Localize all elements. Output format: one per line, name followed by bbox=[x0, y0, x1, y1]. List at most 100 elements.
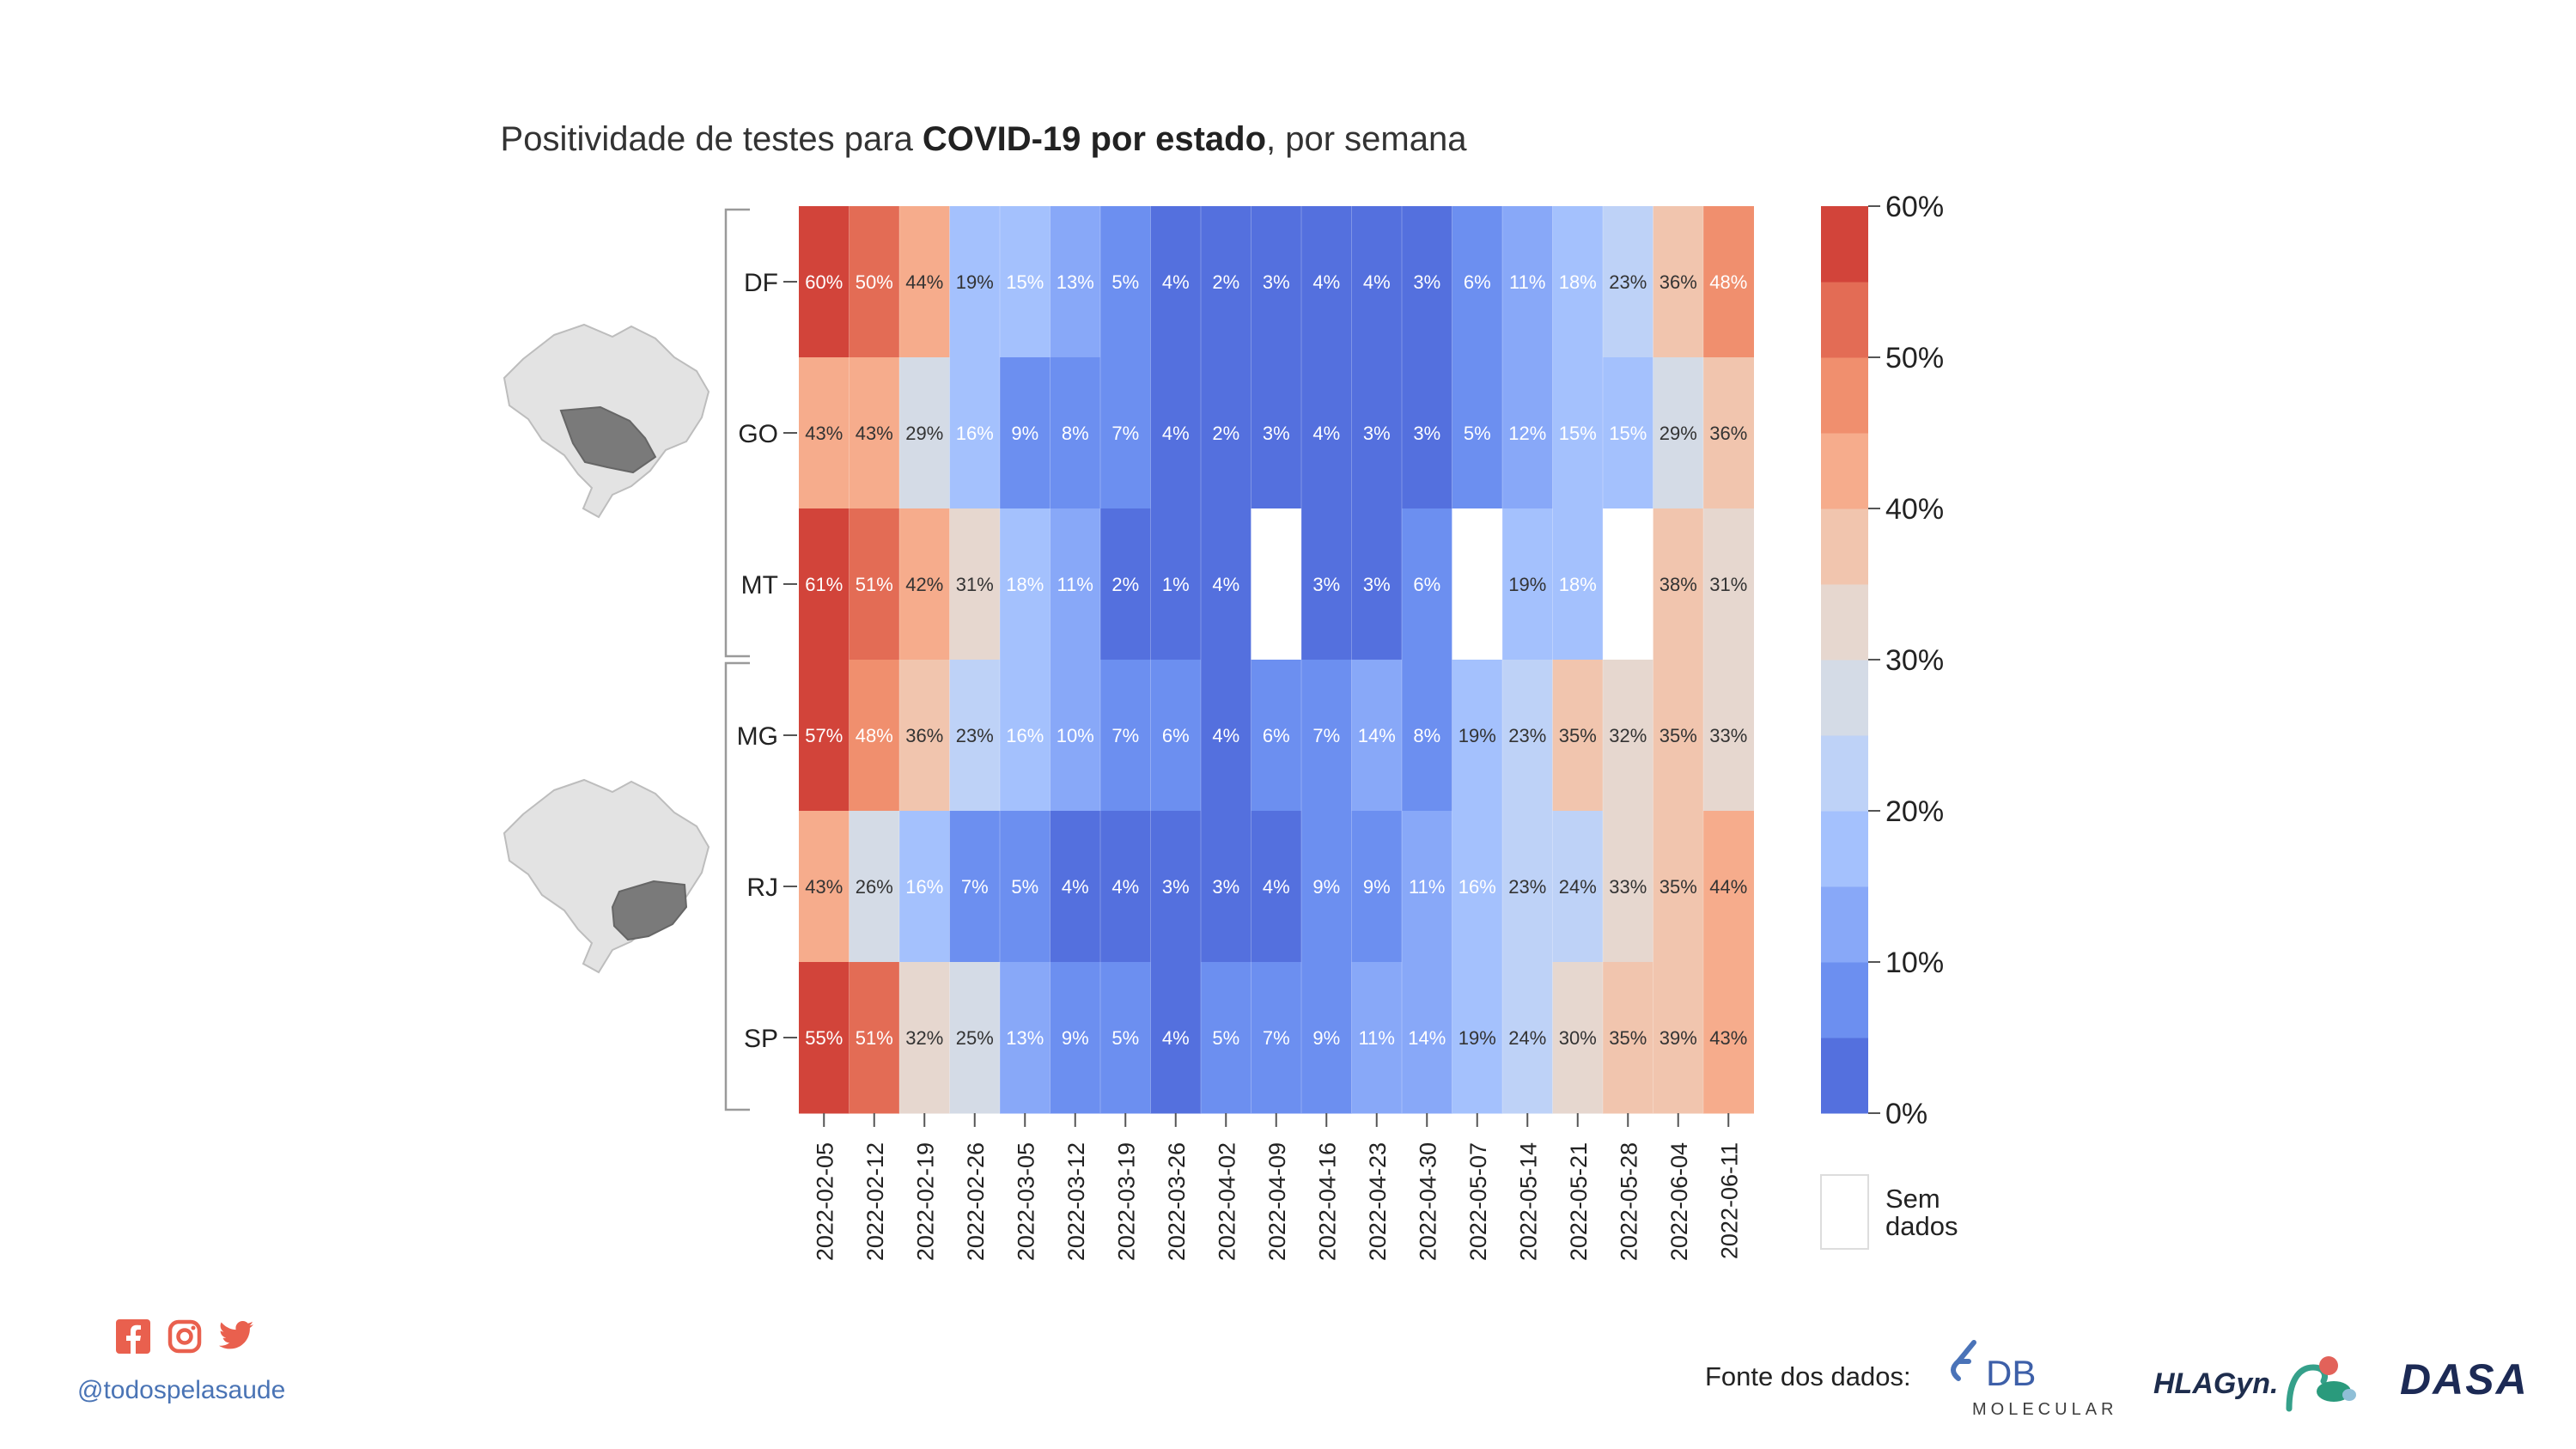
cell-label: 60% bbox=[805, 271, 843, 293]
heatmap-cell bbox=[849, 508, 900, 661]
cell-label: 23% bbox=[956, 725, 994, 746]
colorbar-segment bbox=[1821, 357, 1868, 434]
heatmap-cell bbox=[799, 206, 850, 358]
molecular-logo-text: MOLECULAR bbox=[1972, 1400, 2117, 1419]
heatmap-cell bbox=[799, 357, 850, 509]
x-tick-label: 2022-06-04 bbox=[1666, 1142, 1692, 1261]
cell-label: 15% bbox=[1559, 423, 1597, 444]
cell-label: 31% bbox=[1709, 574, 1747, 595]
cell-label: 29% bbox=[1659, 423, 1697, 444]
heatmap-cell bbox=[1502, 962, 1553, 1114]
heatmap-cell bbox=[1050, 962, 1101, 1114]
heatmap-cell bbox=[1351, 660, 1403, 812]
x-tick-label: 2022-03-26 bbox=[1164, 1142, 1190, 1261]
hlagyn-logo: HLAGyn. bbox=[2153, 1356, 2356, 1412]
heatmap-cell bbox=[1402, 811, 1452, 963]
heatmap-cell bbox=[849, 660, 900, 812]
cell-label: 11% bbox=[1057, 574, 1093, 595]
colorbar-segment bbox=[1821, 660, 1868, 736]
cell-label: 8% bbox=[1413, 725, 1440, 746]
heatmap-cell bbox=[1653, 811, 1704, 963]
colorbar-tick-label: 10% bbox=[1885, 947, 1944, 979]
cell-label: 36% bbox=[1709, 423, 1747, 444]
cell-label: 6% bbox=[1413, 574, 1440, 595]
heatmap-cell bbox=[1251, 811, 1302, 963]
social-links bbox=[115, 1318, 254, 1355]
cell-label: 23% bbox=[1508, 876, 1546, 898]
cell-label: 19% bbox=[1459, 725, 1496, 746]
heatmap-cell bbox=[899, 962, 950, 1114]
cell-label: 13% bbox=[1057, 271, 1094, 293]
heatmap-cell bbox=[1251, 962, 1302, 1114]
heatmap-cell bbox=[799, 660, 850, 812]
x-tick-label: 2022-03-12 bbox=[1063, 1142, 1089, 1261]
heatmap-cell bbox=[1703, 962, 1754, 1114]
x-tick-label: 2022-04-16 bbox=[1314, 1142, 1340, 1261]
cell-label: 4% bbox=[1212, 574, 1239, 595]
cell-label: 36% bbox=[905, 725, 943, 746]
twitter-icon[interactable] bbox=[218, 1318, 254, 1355]
cell-label: 44% bbox=[905, 271, 943, 293]
heatmap-cell bbox=[949, 660, 1001, 812]
heatmap-cell bbox=[1703, 357, 1754, 509]
heatmap-cell bbox=[1552, 508, 1604, 661]
cell-label: 48% bbox=[1709, 271, 1747, 293]
cell-label: 15% bbox=[1006, 271, 1044, 293]
cell-label: 16% bbox=[1006, 725, 1044, 746]
heatmap-cell bbox=[1000, 811, 1050, 963]
x-tick-label: 2022-06-11 bbox=[1716, 1142, 1742, 1259]
instagram-icon[interactable] bbox=[167, 1318, 203, 1355]
cell-label: 16% bbox=[1459, 876, 1496, 898]
cell-label: 30% bbox=[1559, 1027, 1597, 1049]
heatmap-cell bbox=[799, 811, 850, 963]
heatmap-cell bbox=[899, 811, 950, 963]
missing-data-swatch bbox=[1820, 1174, 1869, 1250]
cell-label: 32% bbox=[1609, 725, 1647, 746]
heatmap-cell bbox=[1150, 811, 1202, 963]
cell-label: 11% bbox=[1509, 271, 1545, 293]
colorbar-segment bbox=[1821, 433, 1868, 509]
heatmap-cell bbox=[1050, 811, 1101, 963]
colorbar-segment bbox=[1821, 1038, 1868, 1114]
group-bracket bbox=[724, 661, 750, 1111]
cell-label: 5% bbox=[1111, 1027, 1139, 1049]
heatmap-cell bbox=[1251, 508, 1302, 661]
x-tick-label: 2022-05-07 bbox=[1465, 1142, 1491, 1261]
colorbar-segment bbox=[1821, 962, 1868, 1038]
heatmap-cell bbox=[949, 357, 1001, 509]
heatmap-cell bbox=[899, 508, 950, 661]
social-handle[interactable]: @todospelasaude bbox=[77, 1376, 286, 1404]
cell-label: 32% bbox=[905, 1027, 943, 1049]
heatmap-cell bbox=[1351, 206, 1403, 358]
heatmap-cell bbox=[849, 962, 900, 1114]
missing-data-label: Sem bbox=[1885, 1184, 1940, 1214]
heatmap-cell bbox=[1301, 660, 1352, 812]
heatmap-cell bbox=[1502, 357, 1553, 509]
heatmap-cell bbox=[849, 206, 900, 358]
heatmap-cell bbox=[1201, 508, 1251, 661]
cell-label: 3% bbox=[1212, 876, 1239, 898]
title-prefix: Positividade de testes para bbox=[500, 120, 923, 158]
heatmap-cell bbox=[1150, 357, 1202, 509]
heatmap-cell bbox=[1351, 962, 1403, 1114]
heatmap-cell bbox=[1100, 811, 1151, 963]
heatmap-cell bbox=[1502, 811, 1553, 963]
heatmap-cell bbox=[1301, 357, 1352, 509]
cell-label: 35% bbox=[1609, 1027, 1647, 1049]
cell-label: 16% bbox=[956, 423, 994, 444]
x-tick-label: 2022-03-05 bbox=[1013, 1142, 1038, 1261]
cell-label: 2% bbox=[1212, 271, 1239, 293]
heatmap-cell bbox=[1402, 660, 1452, 812]
cell-label: 7% bbox=[1312, 725, 1340, 746]
heatmap-cell bbox=[1301, 811, 1352, 963]
cell-label: 4% bbox=[1162, 423, 1190, 444]
dasa-logo-text: DASA bbox=[2400, 1355, 2529, 1403]
heatmap-cell bbox=[1351, 357, 1403, 509]
heatmap-cell bbox=[1100, 508, 1151, 661]
hlagyn-logo-text: HLAGyn. bbox=[2153, 1367, 2278, 1400]
heatmap-cell bbox=[1603, 962, 1653, 1114]
heatmap-cell bbox=[1251, 357, 1302, 509]
colorbar-tick-label: 0% bbox=[1885, 1098, 1927, 1130]
facebook-icon[interactable] bbox=[115, 1318, 151, 1355]
heatmap-cell bbox=[1251, 660, 1302, 812]
